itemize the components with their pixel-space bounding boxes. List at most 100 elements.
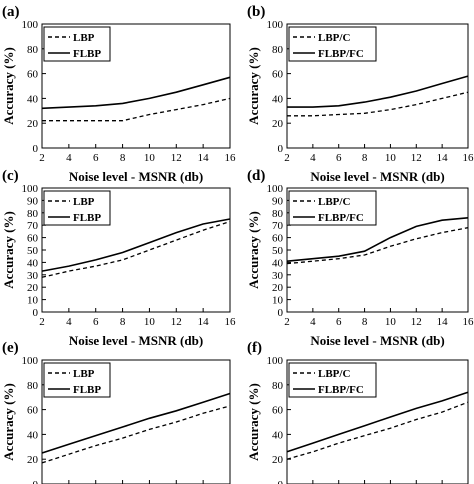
y-tick-label: 70	[272, 220, 284, 232]
series-line	[41, 392, 231, 454]
legend-label: FLBP	[73, 48, 101, 60]
y-tick-label: 70	[27, 220, 39, 232]
y-tick-label: 60	[272, 69, 284, 81]
y-tick-label: 20	[27, 118, 39, 130]
x-tick-label: 12	[411, 152, 422, 164]
series-line	[287, 91, 469, 117]
y-tick-label: 60	[27, 69, 39, 81]
y-axis-label: Accuracy (%)	[246, 211, 261, 289]
x-tick-label: 4	[310, 152, 316, 164]
y-tick-label: 60	[272, 233, 284, 245]
y-tick-label: 80	[272, 380, 284, 392]
y-tick-label: 100	[267, 19, 284, 31]
y-tick-label: 100	[267, 355, 284, 367]
legend-label: FLBP	[73, 212, 101, 224]
x-tick-label: 2	[284, 316, 290, 328]
y-tick-label: 30	[272, 270, 284, 282]
series-line	[41, 220, 231, 278]
y-tick-label: 20	[272, 454, 284, 466]
series-line	[286, 391, 469, 453]
legend-box	[43, 26, 111, 62]
legend-label: FLBP/FC	[318, 384, 364, 396]
series-line	[286, 227, 469, 265]
series-line	[42, 97, 231, 122]
legend-label: LBP/C	[318, 196, 350, 208]
legend: LBP/C FLBP/FC	[288, 26, 377, 62]
series-line	[286, 217, 469, 262]
x-tick-label: 4	[66, 316, 72, 328]
x-tick-label: 2	[284, 152, 290, 164]
x-tick-label: 8	[120, 152, 126, 164]
y-tick-label: 40	[27, 429, 39, 441]
legend-label: LBP	[73, 196, 95, 208]
y-tick-label: 100	[22, 183, 39, 195]
legend-label: FLBP/FC	[318, 212, 364, 224]
y-tick-label: 50	[272, 245, 284, 257]
y-axis-label: Accuracy (%)	[1, 211, 16, 289]
y-tick-label: 20	[27, 454, 39, 466]
chart-panel: (b) 0 20 40 60 80 100 2 4 6 8 10 12 14 16 Noise level -…	[246, 4, 474, 184]
plot-area-frame	[286, 23, 469, 149]
legend-box	[288, 190, 377, 226]
x-tick-label: 10	[144, 152, 156, 164]
x-tick-label: 12	[411, 316, 422, 328]
x-axis-label: Noise level - MSNR (db)	[69, 169, 203, 184]
series-line	[286, 401, 469, 460]
x-tick-label: 16	[463, 152, 474, 164]
legend-label: LBP	[73, 368, 95, 380]
x-tick-label: 12	[171, 152, 182, 164]
series-line	[41, 405, 231, 464]
y-tick-label: 90	[272, 195, 284, 207]
x-tick-label: 2	[39, 316, 45, 328]
y-tick-label: 80	[272, 208, 284, 220]
x-tick-label: 4	[66, 152, 72, 164]
x-tick-label: 6	[93, 152, 99, 164]
y-tick-label: 10	[272, 295, 284, 307]
x-tick-label: 14	[437, 316, 449, 328]
y-tick-label: 0	[278, 479, 284, 484]
y-tick-label: 60	[27, 405, 39, 417]
y-tick-label: 0	[278, 143, 284, 155]
x-tick-label: 10	[385, 152, 397, 164]
y-tick-label: 80	[27, 44, 39, 56]
y-tick-label: 40	[272, 257, 284, 269]
y-tick-label: 0	[33, 307, 39, 319]
series-line	[41, 76, 231, 110]
legend: LBP/C FLBP/FC	[288, 190, 377, 226]
y-tick-label: 0	[33, 479, 39, 484]
y-tick-label: 90	[27, 195, 39, 207]
legend: LBP FLBP	[43, 26, 111, 62]
y-tick-label: 100	[22, 19, 39, 31]
x-tick-label: 10	[144, 316, 156, 328]
legend-box	[43, 190, 111, 226]
legend-label: FLBP	[73, 384, 101, 396]
legend-box	[43, 362, 111, 398]
legend-label: LBP/C	[318, 32, 350, 44]
x-tick-label: 6	[336, 316, 342, 328]
x-axis-label: Noise level - MSNR (db)	[310, 169, 444, 184]
plot-area-frame	[41, 23, 231, 149]
legend-box	[288, 26, 377, 62]
series-line	[41, 218, 231, 272]
y-axis-label: Accuracy (%)	[1, 47, 16, 125]
y-axis-label: Accuracy (%)	[246, 47, 261, 125]
plot-area-frame	[41, 359, 231, 484]
x-tick-label: 16	[225, 152, 237, 164]
x-tick-label: 8	[120, 316, 126, 328]
legend-label: FLBP/FC	[318, 48, 364, 60]
x-tick-label: 16	[463, 316, 474, 328]
y-tick-label: 20	[272, 282, 284, 294]
chart-panel: (e) 0 20 40 60 80 100 Accuracy (%) LBP FLBP	[1, 340, 231, 484]
y-tick-label: 0	[278, 307, 284, 319]
y-tick-label: 40	[27, 93, 39, 105]
y-tick-label: 80	[272, 44, 284, 56]
y-tick-label: 100	[267, 183, 284, 195]
x-tick-label: 14	[198, 152, 210, 164]
x-tick-label: 4	[310, 316, 316, 328]
x-tick-label: 10	[385, 316, 397, 328]
y-tick-label: 30	[27, 270, 39, 282]
legend-label: LBP	[73, 32, 95, 44]
